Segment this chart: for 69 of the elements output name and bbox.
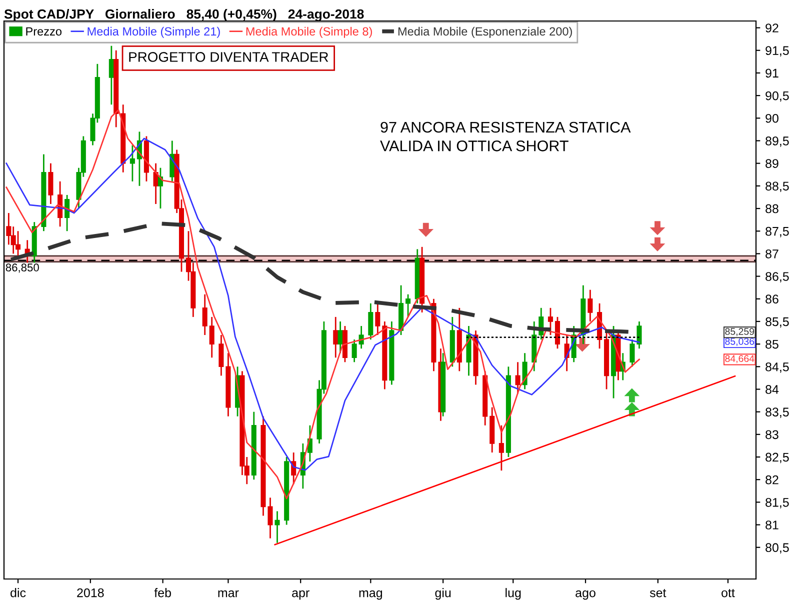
candlestick [554, 316, 560, 350]
candlestick [268, 496, 273, 540]
candlestick [130, 144, 135, 182]
y-tick-label: 87,5 [766, 226, 789, 238]
candlestick [48, 162, 54, 205]
y-tick-label: 88 [766, 204, 778, 214]
y-tick-label: 86,5 [766, 272, 789, 282]
legend-label: Media Mobile (Simple 8) [246, 26, 372, 38]
legend-label: Prezzo [26, 27, 62, 36]
candlestick [548, 307, 554, 336]
y-tick-label: 82 [766, 475, 778, 484]
y-tick-label: 84,5 [766, 362, 789, 373]
candlestick [209, 316, 214, 358]
candlestick [170, 140, 175, 182]
y-tick-label: 82,5 [766, 452, 789, 464]
y-tick-label: 90,5 [766, 91, 789, 102]
y-tick-label: 80,5 [766, 543, 789, 554]
annotation: PROGETTO DIVENTA TRADER [129, 52, 328, 62]
y-tick-label: 89 [766, 159, 778, 168]
x-tick-label: dic [10, 588, 26, 598]
annotation: 85,259 [725, 328, 754, 336]
x-tick-label: giu [435, 588, 451, 600]
legend-label: Media Mobile (Simple 21) [88, 26, 220, 38]
x-tick-label: 2018 [77, 588, 104, 598]
candlestick [522, 352, 528, 390]
candlestick [108, 45, 114, 106]
y-tick-label: 83 [766, 430, 778, 440]
y-tick-label: 88,5 [766, 182, 789, 192]
y-tick-label: 90 [766, 114, 778, 123]
y-tick-label: 91 [766, 68, 778, 78]
y-tick-label: 81 [766, 520, 778, 530]
candlestick [274, 510, 280, 544]
x-tick-label: mar [218, 590, 239, 598]
y-tick-label: 92 [766, 24, 778, 32]
candlestick [406, 294, 411, 318]
x-tick-label: lug [506, 588, 521, 600]
y-tick-label: 83,5 [766, 408, 789, 418]
y-tick-label: 89,5 [766, 136, 789, 147]
candlestick [218, 334, 224, 376]
x-tick-label: ago [576, 590, 596, 600]
candlestick [202, 294, 208, 336]
y-tick-label: 85 [766, 340, 778, 349]
ref-line-label: 86,850 [6, 264, 39, 273]
annotation: 85,036 [725, 338, 754, 346]
candlestick [588, 289, 593, 322]
y-tick-label: 81,5 [766, 498, 789, 508]
annotation: 97 ANCORA RESISTENZA STATICA VALIDA IN OTTICA SHORT [380, 122, 631, 152]
candlestick [515, 361, 520, 394]
candlestick [375, 302, 380, 336]
annotation: 84,664 [725, 355, 754, 364]
y-tick-label: 87 [766, 249, 778, 258]
x-tick-label: ott [722, 589, 735, 598]
y-tick-label: 84 [766, 385, 779, 394]
x-tick-label: mag [359, 590, 382, 600]
candlestick [338, 320, 343, 354]
y-tick-label: 91,5 [766, 46, 789, 56]
chart-title: Spot CAD/JPY Giornaliero 85,40 (+0,45%) 24-ago-2018 [4, 9, 364, 22]
y-tick-label: 85,5 [766, 317, 789, 328]
legend-label: Media Mobile (Esponenziale 200) [398, 26, 572, 38]
y-tick-label: 86 [766, 294, 778, 304]
candlestick [352, 338, 357, 363]
candlestick [630, 338, 635, 368]
candlestick [333, 316, 338, 358]
x-tick-label: feb [154, 588, 171, 598]
candlestick [636, 320, 642, 350]
x-tick-label: apr [292, 590, 310, 600]
x-tick-label: set [650, 589, 666, 598]
candlestick [498, 424, 504, 472]
candlestick [368, 302, 374, 340]
